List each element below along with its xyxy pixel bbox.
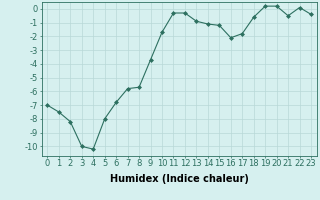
X-axis label: Humidex (Indice chaleur): Humidex (Indice chaleur): [110, 174, 249, 184]
